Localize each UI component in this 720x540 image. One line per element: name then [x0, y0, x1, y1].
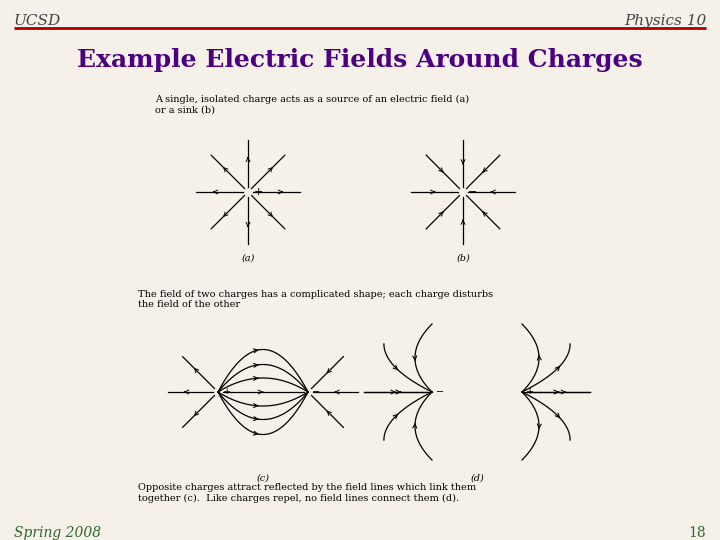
Text: 18: 18	[688, 526, 706, 540]
Text: −: −	[468, 187, 477, 197]
Text: −: −	[436, 388, 444, 396]
Text: −: −	[312, 388, 320, 396]
Text: +: +	[526, 388, 534, 396]
Text: +: +	[254, 187, 264, 197]
Text: The field of two charges has a complicated shape; each charge disturbs
the field: The field of two charges has a complicat…	[138, 290, 493, 309]
Text: +: +	[223, 388, 231, 396]
Text: (a): (a)	[241, 254, 255, 263]
Text: (d): (d)	[470, 474, 484, 483]
Text: Physics 10: Physics 10	[624, 14, 706, 28]
Text: Opposite charges attract reflected by the field lines which link them
together (: Opposite charges attract reflected by th…	[138, 483, 476, 503]
Text: (c): (c)	[256, 474, 269, 483]
Text: A single, isolated charge acts as a source of an electric field (a)
or a sink (b: A single, isolated charge acts as a sour…	[155, 95, 469, 114]
Text: UCSD: UCSD	[14, 14, 61, 28]
Text: Spring 2008: Spring 2008	[14, 526, 101, 540]
Text: Example Electric Fields Around Charges: Example Electric Fields Around Charges	[77, 48, 643, 72]
Text: (b): (b)	[456, 254, 470, 263]
